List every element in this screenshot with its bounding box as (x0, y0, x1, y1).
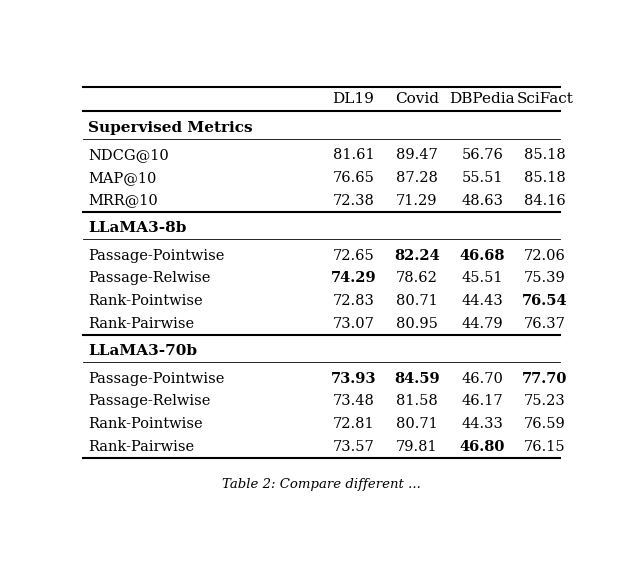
Text: Passage-Pointwise: Passage-Pointwise (88, 372, 225, 386)
Text: 44.43: 44.43 (462, 294, 503, 308)
Text: 45.51: 45.51 (462, 271, 503, 285)
Text: Table 2: Compare different ...: Table 2: Compare different ... (222, 478, 421, 491)
Text: 73.93: 73.93 (331, 372, 376, 386)
Text: 75.39: 75.39 (524, 271, 566, 285)
Text: 44.33: 44.33 (462, 417, 504, 431)
Text: 84.59: 84.59 (394, 372, 440, 386)
Text: 80.71: 80.71 (396, 294, 438, 308)
Text: 46.80: 46.80 (460, 439, 505, 453)
Text: 72.38: 72.38 (333, 193, 374, 208)
Text: 44.79: 44.79 (462, 316, 503, 331)
Text: 89.47: 89.47 (396, 148, 438, 162)
Text: 81.58: 81.58 (396, 394, 438, 408)
Text: 46.70: 46.70 (462, 372, 504, 386)
Text: 80.95: 80.95 (396, 316, 438, 331)
Text: 48.63: 48.63 (462, 193, 504, 208)
Text: 81.61: 81.61 (333, 148, 374, 162)
Text: 82.24: 82.24 (394, 249, 440, 263)
Text: Rank-Pointwise: Rank-Pointwise (88, 294, 203, 308)
Text: 75.23: 75.23 (524, 394, 566, 408)
Text: 76.15: 76.15 (524, 439, 566, 453)
Text: 85.18: 85.18 (524, 171, 566, 185)
Text: 76.37: 76.37 (524, 316, 566, 331)
Text: 72.06: 72.06 (524, 249, 566, 263)
Text: 73.57: 73.57 (333, 439, 374, 453)
Text: DL19: DL19 (333, 92, 374, 107)
Text: MAP@10: MAP@10 (88, 171, 156, 185)
Text: 72.83: 72.83 (333, 294, 374, 308)
Text: Rank-Pairwise: Rank-Pairwise (88, 439, 194, 453)
Text: Passage-Pointwise: Passage-Pointwise (88, 249, 225, 263)
Text: LLaMA3-8b: LLaMA3-8b (88, 221, 187, 235)
Text: LLaMA3-70b: LLaMA3-70b (88, 344, 197, 358)
Text: 85.18: 85.18 (524, 148, 566, 162)
Text: 76.59: 76.59 (524, 417, 566, 431)
Text: 87.28: 87.28 (396, 171, 438, 185)
Text: 79.81: 79.81 (396, 439, 438, 453)
Text: Passage-Relwise: Passage-Relwise (88, 271, 210, 285)
Text: 76.65: 76.65 (333, 171, 374, 185)
Text: SciFact: SciFact (516, 92, 573, 107)
Text: 77.70: 77.70 (522, 372, 568, 386)
Text: Rank-Pointwise: Rank-Pointwise (88, 417, 203, 431)
Text: Passage-Relwise: Passage-Relwise (88, 394, 210, 408)
Text: NDCG@10: NDCG@10 (88, 148, 169, 162)
Text: MRR@10: MRR@10 (88, 193, 158, 208)
Text: 46.17: 46.17 (462, 394, 503, 408)
Text: 72.65: 72.65 (333, 249, 374, 263)
Text: Rank-Pairwise: Rank-Pairwise (88, 316, 194, 331)
Text: 72.81: 72.81 (333, 417, 374, 431)
Text: 56.76: 56.76 (462, 148, 504, 162)
Text: Supervised Metrics: Supervised Metrics (88, 121, 253, 135)
Text: 73.07: 73.07 (333, 316, 374, 331)
Text: 76.54: 76.54 (522, 294, 568, 308)
Text: 74.29: 74.29 (331, 271, 376, 285)
Text: DBPedia: DBPedia (450, 92, 515, 107)
Text: 80.71: 80.71 (396, 417, 438, 431)
Text: 78.62: 78.62 (396, 271, 438, 285)
Text: Covid: Covid (395, 92, 439, 107)
Text: 84.16: 84.16 (524, 193, 566, 208)
Text: 55.51: 55.51 (462, 171, 503, 185)
Text: 71.29: 71.29 (396, 193, 438, 208)
Text: 73.48: 73.48 (333, 394, 374, 408)
Text: 46.68: 46.68 (460, 249, 505, 263)
